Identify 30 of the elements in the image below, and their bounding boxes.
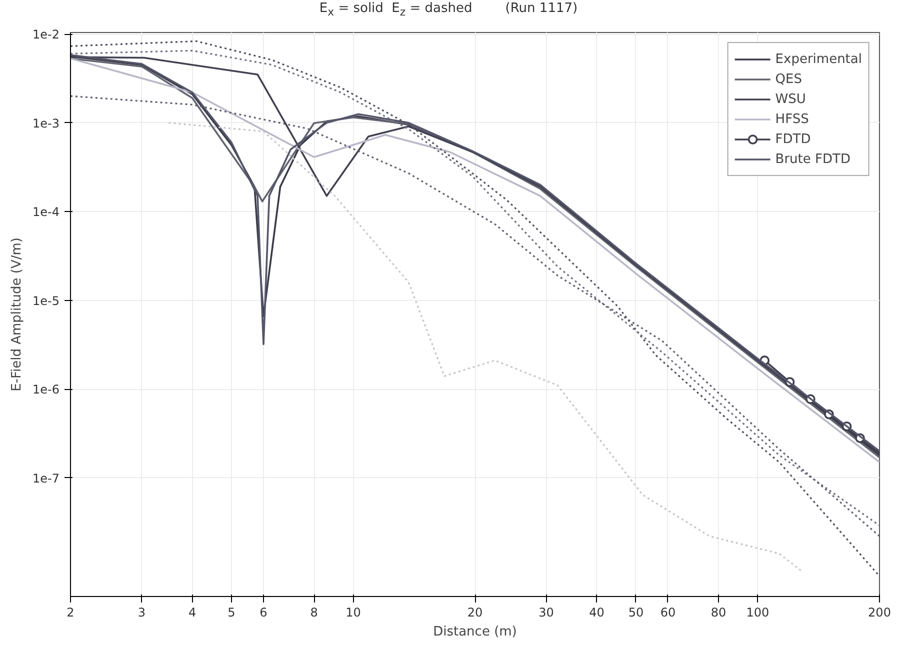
x-tick-label: 50 [628,606,644,620]
x-tick-label: 60 [660,606,676,620]
legend-label: HFSS [775,110,809,128]
x-tick-label: 100 [746,606,770,620]
x-tick-label: 80 [710,606,726,620]
x-tick-label: 3 [138,606,146,620]
x-tick-label: 200 [868,606,891,620]
x-tick-label: 8 [310,606,318,620]
x-tick-label: 10 [346,606,361,620]
y-axis-title: E-Field Amplitude (V/m) [10,238,25,392]
x-tick-label: 2 [66,606,74,620]
legend-label: QES [775,70,802,88]
x-tick-label: 40 [589,606,604,620]
x-axis-title: Distance (m) [433,624,517,640]
x-tick-label: 20 [467,606,483,620]
y-tick-label: 1e-7 [32,471,60,486]
x-tick-label: 30 [538,606,554,620]
chart-title: E$_{x}$ = solid E$_{z}$ = dashed (Run 1117) [318,0,579,20]
x-tick-label: 4 [188,606,196,620]
y-tick-label: 1e-6 [32,382,60,397]
legend-label: FDTD [775,130,811,148]
legend-label: Experimental [775,50,862,68]
y-tick-label: 1e-3 [32,116,60,130]
legend-label: WSU [775,90,806,108]
y-tick-label: 1e-4 [32,205,60,220]
x-tick-label: 5 [228,606,236,620]
y-tick-label: 1e-5 [32,294,60,308]
y-tick-label: 1e-2 [32,28,60,42]
legend-label: Brute FDTD [775,150,850,168]
x-tick-label: 6 [260,606,268,620]
